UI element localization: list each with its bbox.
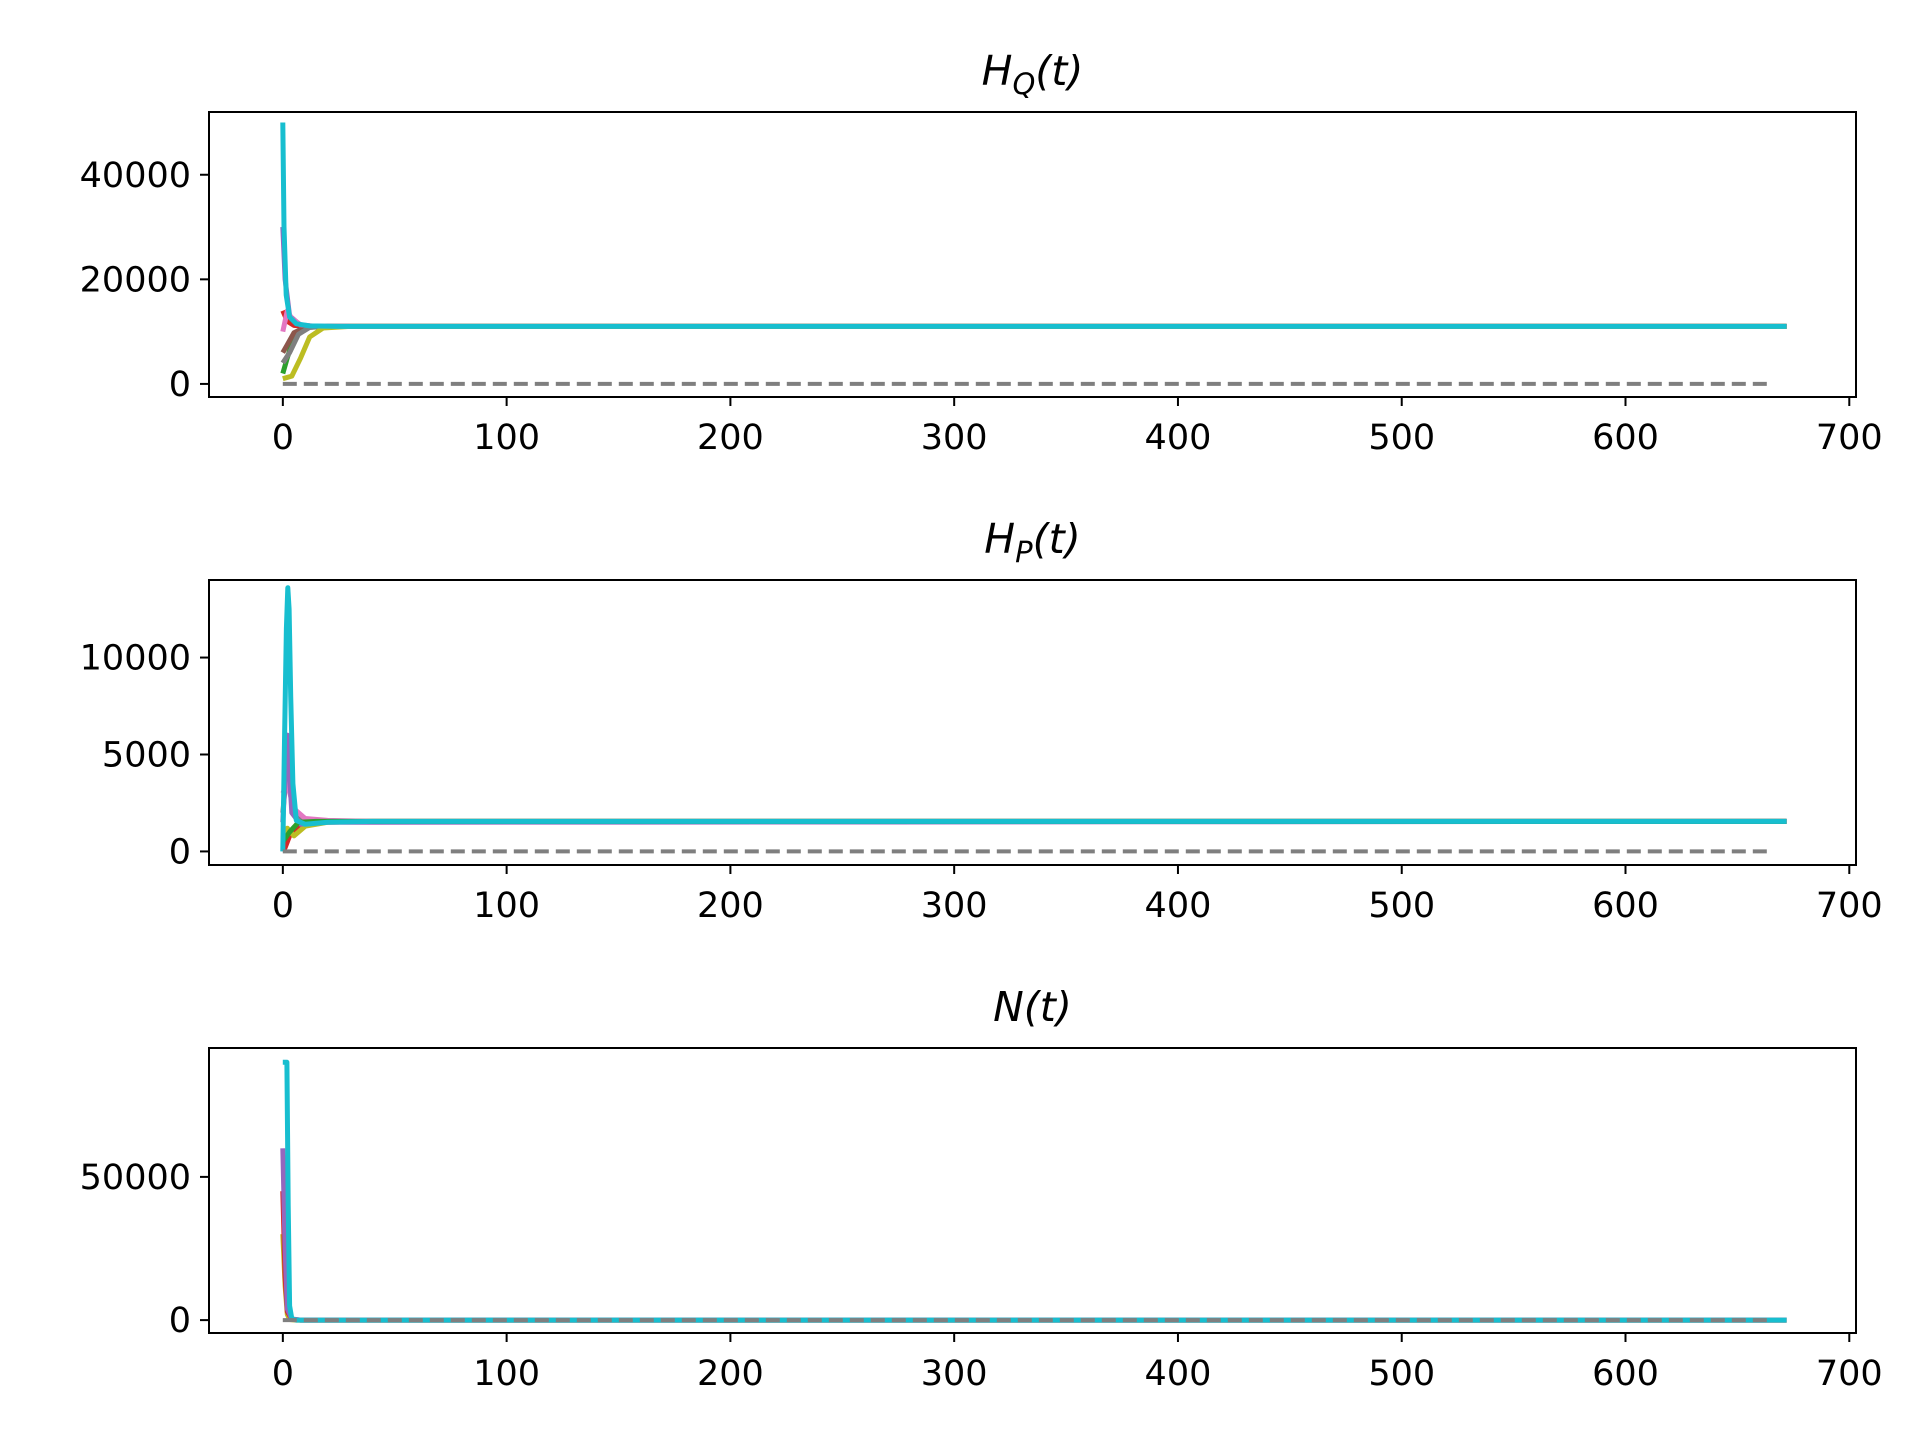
y-tick-label-hq: 0 <box>169 365 191 405</box>
series-line-hq-6 <box>282 323 1787 382</box>
x-tick-label-hp: 0 <box>272 886 294 926</box>
series-line-n-1 <box>280 1191 1787 1323</box>
series-line-n-2 <box>280 1148 1787 1323</box>
series-line-hp-4 <box>280 732 1787 827</box>
x-tick-label-n: 600 <box>1592 1354 1659 1394</box>
y-tick-label-hq: 20000 <box>80 260 191 300</box>
series-line-n-3 <box>282 1059 1787 1323</box>
x-tick-label-hq: 700 <box>1816 418 1883 458</box>
axes-frame-n <box>208 1047 1857 1334</box>
x-tick-label-n: 700 <box>1816 1354 1883 1394</box>
series-group-n <box>280 1059 1787 1323</box>
series-group-hq <box>280 122 1787 386</box>
x-tick-label-n: 200 <box>697 1354 764 1394</box>
x-tick-label-hp: 400 <box>1145 886 1212 926</box>
series-line-hq-7 <box>280 122 1787 329</box>
panel-n: 0 100 200 300 400 500 600 700 0 50000 N(t) <box>80 983 1883 1394</box>
x-tick-label-hq: 0 <box>272 418 294 458</box>
panel-hq: 0 100 200 300 400 500 600 700 0 20000 40000 HQ(t) <box>80 47 1883 458</box>
axes-frame-hq <box>208 111 1857 398</box>
x-tick-label-hp: 100 <box>473 886 540 926</box>
x-tick-label-hq: 400 <box>1145 418 1212 458</box>
series-line-hq-0 <box>280 323 1787 375</box>
y-tick-label-hp: 5000 <box>102 735 191 775</box>
x-tick-label-n: 500 <box>1368 1354 1435 1394</box>
y-tick-label-hp: 10000 <box>80 639 191 679</box>
axes-frame-hp <box>208 579 1857 866</box>
x-tick-label-hp: 500 <box>1368 886 1435 926</box>
x-tick-label-n: 300 <box>921 1354 988 1394</box>
chart-title-n: N(t) <box>993 983 1072 1031</box>
x-tick-label-hp: 200 <box>697 886 764 926</box>
series-line-hq-3 <box>280 323 1787 354</box>
series-line-hq-5 <box>280 323 1787 365</box>
y-tick-label-hp: 0 <box>169 832 191 872</box>
y-tick-label-hq: 40000 <box>80 156 191 196</box>
series-line-hp-6 <box>280 585 1787 852</box>
x-tick-label-hp: 600 <box>1592 886 1659 926</box>
panel-hp: 0 100 200 300 400 500 600 700 0 5000 10000 HP(t) <box>80 515 1883 926</box>
chart-title-hp: HP(t) <box>984 515 1080 569</box>
series-line-hp-0 <box>280 818 1787 853</box>
x-tick-label-n: 100 <box>473 1354 540 1394</box>
x-tick-label-hp: 700 <box>1816 886 1883 926</box>
chart-title-hq: HQ(t) <box>982 47 1084 101</box>
x-tick-label-hq: 300 <box>921 418 988 458</box>
y-tick-label-n: 50000 <box>80 1158 191 1198</box>
x-tick-label-hp: 300 <box>921 886 988 926</box>
series-group-hp <box>280 585 1787 854</box>
series-line-hp-2 <box>280 761 1787 824</box>
x-tick-label-hq: 100 <box>473 418 540 458</box>
series-line-n-0 <box>280 1234 1787 1323</box>
y-tick-label-n: 0 <box>169 1301 191 1341</box>
series-line-hq-2 <box>280 226 1787 329</box>
x-tick-label-n: 0 <box>272 1354 294 1394</box>
x-tick-label-hq: 500 <box>1368 418 1435 458</box>
x-tick-label-hq: 200 <box>697 418 764 458</box>
series-line-hp-3 <box>280 781 1787 824</box>
x-tick-label-n: 400 <box>1145 1354 1212 1394</box>
x-tick-label-hq: 600 <box>1592 418 1659 458</box>
